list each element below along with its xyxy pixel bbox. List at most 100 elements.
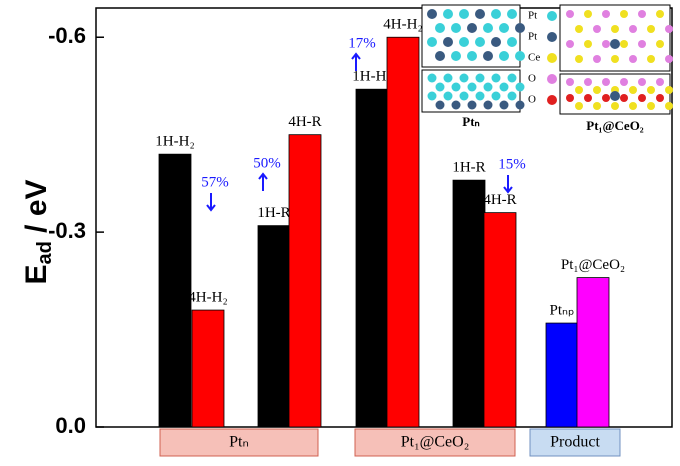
- atom: [435, 23, 445, 33]
- atom: [475, 37, 485, 47]
- atom: [467, 23, 477, 33]
- atom: [584, 10, 592, 18]
- bar-label: 1H-R: [257, 205, 290, 221]
- atom: [491, 37, 501, 47]
- atom: [467, 51, 477, 61]
- group-box: [354, 428, 516, 457]
- atom: [467, 82, 477, 92]
- bar-label: 4H-R: [288, 114, 321, 130]
- arrow-head: [351, 52, 361, 60]
- atom: [656, 78, 664, 86]
- bar: [576, 277, 610, 428]
- y-tick-label: 0.0: [55, 413, 86, 438]
- annotation: 57%: [201, 174, 229, 190]
- atom: [435, 82, 445, 92]
- y-axis-label: Ead / eV: [20, 179, 56, 284]
- atom: [602, 78, 610, 86]
- atom: [443, 73, 453, 83]
- bar: [545, 322, 579, 428]
- inset-legend-label: Ce: [528, 52, 540, 64]
- inset-label: Pt₁@CeO₂: [586, 118, 644, 133]
- inset-legend-marker: [547, 74, 557, 84]
- bar: [158, 153, 192, 428]
- atom: [451, 23, 461, 33]
- atom: [507, 9, 517, 19]
- atom: [647, 55, 655, 63]
- atom: [459, 91, 469, 101]
- atom: [483, 82, 493, 92]
- atom: [515, 51, 525, 61]
- inset-label: Ptₙ: [462, 114, 479, 129]
- annotation: 17%: [348, 35, 376, 51]
- atom: [427, 73, 437, 83]
- atom: [475, 91, 485, 101]
- atom: [459, 9, 469, 19]
- atom: [610, 91, 620, 101]
- atom: [515, 100, 525, 110]
- atom: [491, 9, 501, 19]
- bar: [191, 309, 225, 428]
- atom: [475, 9, 485, 19]
- atom: [499, 82, 509, 92]
- atom: [475, 73, 485, 83]
- inset-legend-label: Pt: [528, 10, 537, 22]
- y-label-rest: / eV: [20, 179, 53, 241]
- atom: [451, 100, 461, 110]
- inset-legend-marker: [547, 11, 557, 21]
- atom: [507, 73, 517, 83]
- annotation: 15%: [498, 156, 526, 172]
- bar-label: Ptₙₚ: [550, 302, 575, 318]
- atom: [611, 55, 619, 63]
- atom: [451, 82, 461, 92]
- inset-legend-marker: [547, 32, 557, 42]
- bar: [288, 134, 322, 428]
- arrow-head: [258, 172, 268, 180]
- bar: [355, 88, 389, 428]
- atom: [499, 100, 509, 110]
- atom: [566, 40, 574, 48]
- bar-label: 1H-R: [452, 160, 485, 176]
- inset-legend-label: O: [528, 94, 536, 106]
- group-box: [529, 428, 621, 457]
- atom: [451, 51, 461, 61]
- atom: [427, 91, 437, 101]
- atom: [584, 40, 592, 48]
- atom: [593, 102, 601, 110]
- atom: [593, 55, 601, 63]
- atom: [620, 78, 628, 86]
- atom: [647, 86, 655, 94]
- atom: [507, 91, 517, 101]
- y-tick-label: -0.6: [48, 23, 86, 48]
- bar-label: Pt₁@CeO₂: [561, 257, 625, 273]
- atom: [620, 40, 628, 48]
- atom: [499, 51, 509, 61]
- inset-legend-marker: [547, 95, 557, 105]
- bar: [386, 36, 420, 428]
- atom: [499, 23, 509, 33]
- atom: [575, 55, 583, 63]
- y-label-sub: ad: [34, 241, 56, 264]
- atom: [443, 91, 453, 101]
- atom: [665, 102, 673, 110]
- atom: [647, 102, 655, 110]
- atom: [584, 78, 592, 86]
- atom: [483, 51, 493, 61]
- atom: [602, 10, 610, 18]
- bar: [452, 179, 486, 428]
- atom: [483, 23, 493, 33]
- atom: [656, 94, 664, 102]
- bar-label: 4H-R: [483, 192, 516, 208]
- atom: [620, 94, 628, 102]
- atom: [491, 73, 501, 83]
- atom: [656, 10, 664, 18]
- atom: [459, 73, 469, 83]
- inset-legend-label: O: [528, 73, 536, 85]
- bar-label: 1H-H₂: [352, 69, 391, 85]
- arrow-head: [503, 186, 513, 194]
- atom: [575, 102, 583, 110]
- atom: [611, 102, 619, 110]
- atom: [575, 25, 583, 33]
- atom: [665, 86, 673, 94]
- group-label: Pt₁@CeO₂: [401, 434, 470, 451]
